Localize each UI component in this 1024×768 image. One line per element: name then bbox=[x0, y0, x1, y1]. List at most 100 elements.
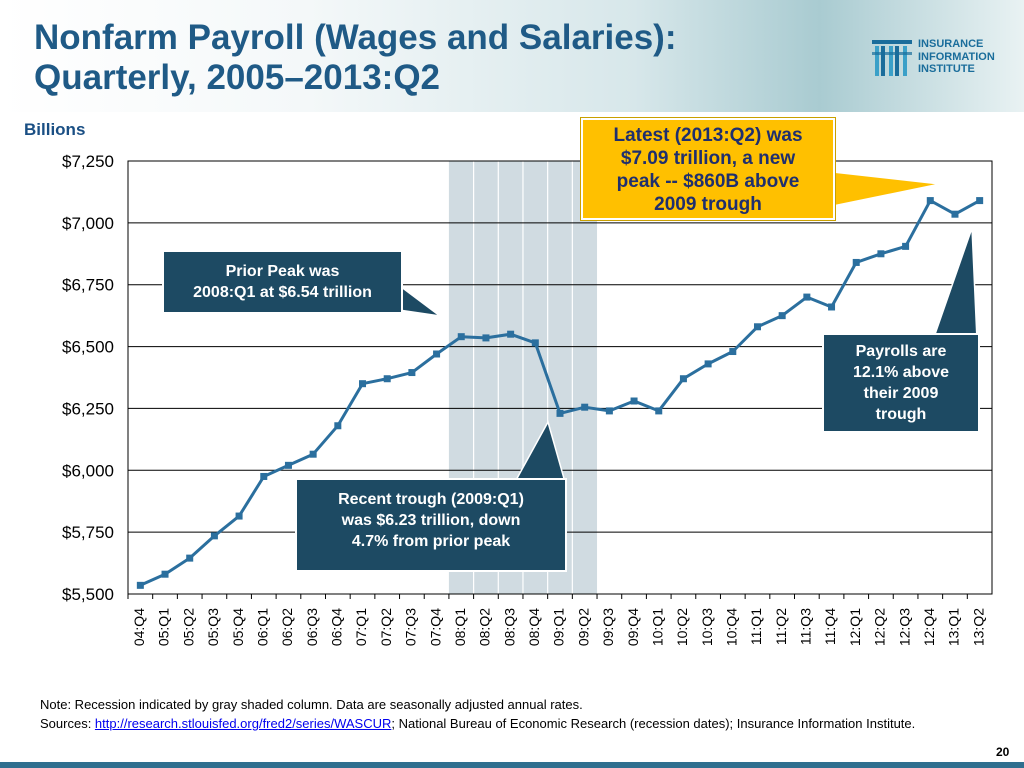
data-point bbox=[235, 512, 243, 520]
title-line-2: Quarterly, 2005–2013:Q2 bbox=[34, 58, 441, 97]
x-tick-label: 07:Q2 bbox=[378, 608, 394, 646]
x-tick-label: 11:Q4 bbox=[822, 608, 838, 645]
data-point bbox=[828, 303, 836, 311]
logo-text: INSURANCE INFORMATION INSTITUTE bbox=[918, 38, 995, 76]
x-tick-label: 07:Q4 bbox=[427, 608, 443, 646]
note-text: Note: Recession indicated by gray shaded… bbox=[40, 697, 583, 712]
x-tick-label: 10:Q4 bbox=[724, 608, 740, 646]
x-tick-label: 12:Q2 bbox=[872, 608, 888, 646]
callout-pointer-latest bbox=[832, 171, 941, 207]
sources-link[interactable]: http://research.stlouisfed.org/fred2/ser… bbox=[94, 716, 392, 731]
data-point bbox=[284, 461, 292, 469]
sources-prefix: Sources: bbox=[40, 716, 95, 731]
y-tick-label: $6,250 bbox=[62, 399, 114, 418]
data-point bbox=[605, 407, 613, 415]
logo-line: INSTITUTE bbox=[918, 63, 975, 75]
data-point bbox=[260, 472, 268, 480]
header-band bbox=[0, 0, 1024, 112]
y-tick-label: $6,500 bbox=[62, 338, 114, 357]
data-point bbox=[433, 350, 441, 358]
x-tick-label: 13:Q1 bbox=[946, 608, 962, 646]
page-title: Nonfarm Payroll (Wages and Salaries): Qu… bbox=[34, 18, 794, 98]
callout-line: 2008:Q1 at $6.54 trillion bbox=[193, 284, 372, 301]
x-tick-label: 10:Q3 bbox=[699, 608, 715, 646]
x-tick-label: 06:Q1 bbox=[254, 608, 270, 646]
footnote: Note: Recession indicated by gray shaded… bbox=[40, 697, 980, 735]
iii-logo-mark-icon bbox=[872, 40, 912, 76]
x-tick-label: 12:Q4 bbox=[921, 608, 937, 646]
data-point bbox=[877, 250, 885, 258]
data-point bbox=[408, 369, 416, 377]
data-point bbox=[852, 258, 860, 266]
x-tick-label: 05:Q3 bbox=[205, 608, 221, 646]
x-tick-label: 11:Q3 bbox=[798, 608, 814, 645]
x-tick-label: 09:Q3 bbox=[600, 608, 616, 646]
sources-text: Sources: http://research.stlouisfed.org/… bbox=[40, 716, 980, 732]
x-tick-label: 07:Q1 bbox=[353, 608, 369, 646]
callout-line: Recent trough (2009:Q1) bbox=[338, 491, 524, 508]
y-tick-label: $5,750 bbox=[62, 523, 114, 542]
x-tick-label: 09:Q4 bbox=[625, 608, 641, 646]
y-tick-label: $7,000 bbox=[62, 214, 114, 233]
data-point bbox=[556, 409, 564, 417]
logo-line: INFORMATION bbox=[918, 50, 995, 63]
data-point bbox=[482, 334, 490, 342]
plot-frame bbox=[127, 160, 993, 595]
data-point bbox=[334, 422, 342, 430]
x-tick-label: 05:Q2 bbox=[180, 608, 196, 646]
x-tick-label: 09:Q1 bbox=[551, 608, 567, 646]
callout-line: 4.7% from prior peak bbox=[351, 533, 511, 550]
data-point bbox=[902, 242, 910, 250]
data-point bbox=[531, 339, 539, 347]
callout-line: 2009 trough bbox=[654, 194, 762, 215]
x-tick-label: 08:Q1 bbox=[452, 608, 468, 646]
callout-line: their 2009 bbox=[863, 385, 939, 402]
x-tick-label: 04:Q4 bbox=[131, 608, 147, 646]
y-tick-label: $5,500 bbox=[62, 585, 114, 604]
callout-pointer-payrolls bbox=[931, 227, 978, 341]
x-tick-label: 08:Q4 bbox=[526, 608, 542, 646]
x-tick-label: 12:Q1 bbox=[847, 608, 863, 646]
data-point bbox=[778, 312, 786, 320]
x-tick-label: 06:Q4 bbox=[329, 608, 345, 646]
data-point bbox=[729, 348, 737, 356]
data-point bbox=[926, 197, 934, 205]
x-tick-label: 06:Q3 bbox=[304, 608, 320, 646]
data-point bbox=[383, 375, 391, 383]
callout-line: Prior Peak was bbox=[225, 263, 340, 280]
callout-line: Latest (2013:Q2) was bbox=[613, 125, 803, 146]
x-tick-label: 05:Q4 bbox=[230, 608, 246, 646]
sources-suffix: ; National Bureau of Economic Research (… bbox=[391, 716, 916, 731]
y-tick-label: $6,000 bbox=[62, 461, 114, 480]
callout-payrolls: Payrolls are 12.1% above their 2009 trou… bbox=[822, 333, 980, 433]
callout-latest: Latest (2013:Q2) was $7.09 trillion, a n… bbox=[581, 118, 835, 220]
x-tick-label: 10:Q1 bbox=[649, 608, 665, 646]
data-point bbox=[186, 554, 194, 562]
callout-trough: Recent trough (2009:Q1) was $6.23 trilli… bbox=[295, 478, 567, 572]
iii-logo: INSURANCE INFORMATION INSTITUTE bbox=[872, 38, 1012, 78]
data-point bbox=[704, 360, 712, 368]
data-point bbox=[630, 397, 638, 405]
data-point bbox=[803, 293, 811, 301]
data-point bbox=[951, 210, 959, 218]
data-point bbox=[161, 570, 169, 578]
callout-prior-peak: Prior Peak was 2008:Q1 at $6.54 trillion bbox=[162, 250, 403, 314]
data-point bbox=[136, 581, 144, 589]
callout-line: 12.1% above bbox=[852, 364, 950, 381]
x-tick-label: 11:Q1 bbox=[748, 608, 764, 645]
data-point bbox=[210, 532, 218, 540]
x-tick-label: 05:Q1 bbox=[156, 608, 172, 646]
callout-line: peak -- $860B above bbox=[616, 171, 800, 192]
x-tick-label: 06:Q2 bbox=[279, 608, 295, 646]
data-point bbox=[309, 450, 317, 458]
data-point bbox=[581, 403, 589, 411]
x-tick-label: 11:Q2 bbox=[773, 608, 789, 645]
data-point bbox=[359, 380, 367, 388]
data-point bbox=[753, 323, 761, 331]
x-tick-label: 12:Q3 bbox=[896, 608, 912, 646]
data-point bbox=[507, 330, 515, 338]
x-tick-label: 10:Q2 bbox=[674, 608, 690, 646]
callout-line: Payrolls are bbox=[855, 343, 947, 360]
data-point bbox=[655, 407, 663, 415]
x-tick-label: 08:Q2 bbox=[477, 608, 493, 646]
